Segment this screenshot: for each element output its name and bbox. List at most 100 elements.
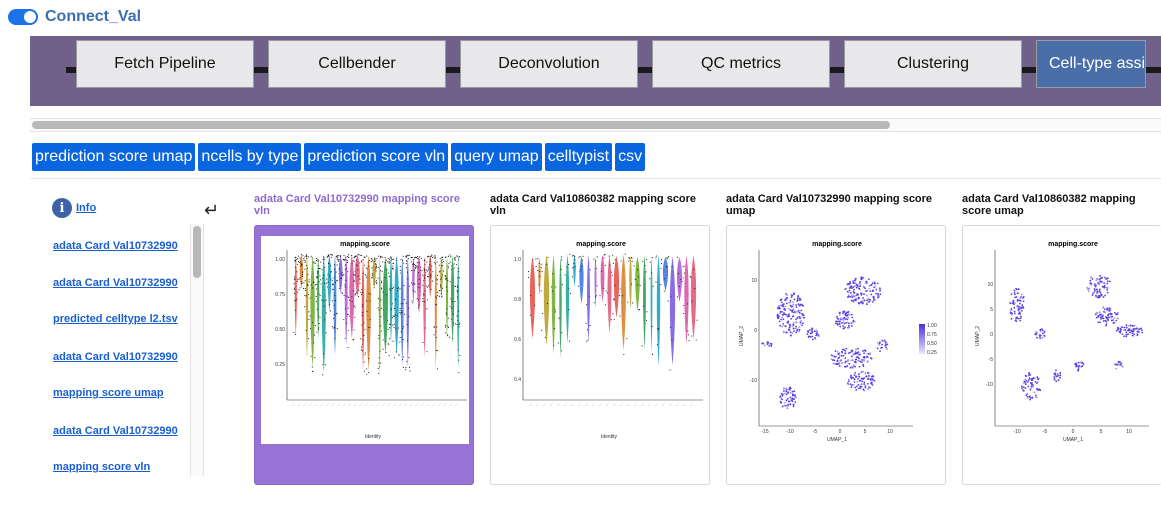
step-cell-type-assignment[interactable]: Cell-type assi <box>1036 40 1146 88</box>
sidebar-link[interactable]: mapping score vln <box>53 461 151 473</box>
sidebar-link[interactable]: adata Card Val10732990 <box>53 425 178 437</box>
sidebar-scrollbar[interactable] <box>190 224 204 476</box>
jitter-point <box>681 281 683 283</box>
step-qc-metrics[interactable]: QC metrics <box>652 40 830 88</box>
umap-point <box>769 342 772 345</box>
scrollbar-thumb[interactable] <box>32 121 890 129</box>
umap-point <box>1096 277 1098 280</box>
umap-point <box>790 399 793 402</box>
jitter-point <box>382 291 384 293</box>
jitter-point <box>359 278 361 280</box>
jitter-point <box>344 284 346 286</box>
umap-point <box>785 399 788 402</box>
jitter-point <box>297 260 299 262</box>
sidebar-link[interactable]: adata Card Val10732990 <box>53 351 178 363</box>
jitter-point <box>422 298 424 300</box>
step-clustering[interactable]: Clustering <box>844 40 1022 88</box>
step-deconvolution[interactable]: Deconvolution <box>460 40 638 88</box>
jitter-point <box>366 368 368 370</box>
tab-ncells-by-type[interactable]: ncells by type <box>198 143 302 171</box>
jitter-point <box>294 300 296 302</box>
jitter-point <box>387 328 389 331</box>
jitter-point <box>398 287 400 289</box>
tab-prediction-score-vln[interactable]: prediction score vln <box>304 143 449 171</box>
step-cellbender[interactable]: Cellbender <box>268 40 446 88</box>
plot-card[interactable]: mapping.score 1.00 0.75 0.50 0.25 ···· ··… <box>254 225 474 485</box>
jitter-point <box>405 256 407 258</box>
jitter-point <box>302 255 304 257</box>
horizontal-scrollbar[interactable] <box>30 118 1161 132</box>
tab-celltypist[interactable]: celltypist <box>544 143 613 171</box>
jitter-point <box>338 254 340 257</box>
tab-csv[interactable]: csv <box>615 143 646 171</box>
umap-point <box>792 403 795 406</box>
jitter-point <box>417 307 419 309</box>
jitter-point <box>345 267 348 269</box>
violin-mark <box>621 254 626 351</box>
return-arrow-icon[interactable]: ↵ <box>204 200 220 220</box>
jitter-point <box>380 287 383 289</box>
jitter-point <box>408 366 411 369</box>
jitter-point <box>408 254 410 256</box>
umap-point <box>1113 317 1116 320</box>
jitter-point <box>344 256 346 258</box>
info-link[interactable]: Info <box>76 202 97 214</box>
jitter-point <box>655 255 657 257</box>
umap-point <box>845 318 847 320</box>
violin-mark <box>613 255 620 318</box>
x-tick-label: ···· <box>419 402 425 408</box>
umap-point <box>1105 320 1108 323</box>
x-tick: -10 <box>1013 429 1020 435</box>
jitter-point <box>346 260 348 262</box>
step-fetch-pipeline[interactable]: Fetch Pipeline <box>76 40 254 88</box>
jitter-point <box>429 264 431 266</box>
violin-mark <box>317 257 320 339</box>
jitter-point <box>429 261 431 263</box>
jitter-point <box>452 324 454 326</box>
sidebar-link[interactable]: predicted celltype l2.tsv <box>53 313 178 325</box>
plot-card[interactable]: mapping.score 1.0 0.8 0.6 0.4 ···· ···· ··… <box>490 225 710 485</box>
x-tick-label: ···· <box>576 402 582 408</box>
umap-point <box>1089 282 1092 285</box>
sidebar-link[interactable]: adata Card Val10732990 <box>53 240 178 252</box>
umap-point <box>856 378 859 380</box>
jitter-point <box>422 342 424 344</box>
umap-point <box>1129 324 1132 327</box>
jitter-point <box>414 256 416 258</box>
jitter-point <box>444 324 447 326</box>
tab-prediction-score-umap[interactable]: prediction score umap <box>32 143 196 171</box>
umap-point <box>852 319 855 322</box>
umap-point <box>779 311 782 313</box>
jitter-point <box>558 317 560 319</box>
info-icon[interactable]: i <box>52 198 72 218</box>
jitter-point <box>604 254 606 256</box>
scrollbar-thumb[interactable] <box>193 226 201 278</box>
jitter-point <box>308 279 310 281</box>
umap-point <box>1139 327 1142 330</box>
jitter-point <box>407 307 409 309</box>
toggle-switch[interactable] <box>8 9 38 25</box>
jitter-point <box>636 284 638 286</box>
jitter-point <box>599 295 601 297</box>
jitter-point <box>541 270 543 272</box>
jitter-point <box>452 313 455 315</box>
sidebar-link[interactable]: adata Card Val10732990 <box>53 277 178 289</box>
umap-point <box>1016 292 1019 295</box>
jitter-point <box>431 265 433 267</box>
tab-query-umap[interactable]: query umap <box>451 143 542 171</box>
jitter-point <box>388 327 391 329</box>
umap-point <box>1059 371 1062 374</box>
umap-point <box>1034 331 1037 334</box>
info-row[interactable]: i Info <box>52 198 96 218</box>
sidebar-link[interactable]: mapping score umap <box>53 387 164 399</box>
y-tick: 1.00 <box>275 257 285 263</box>
jitter-point <box>294 278 296 281</box>
jitter-point <box>605 290 607 292</box>
plot-card[interactable]: mapping.score 10 0 -10 -15 -10 -5 0 5 10… <box>726 225 946 485</box>
jitter-point <box>416 298 418 300</box>
plot-card[interactable]: mapping.score 10 5 0 -5 -10 -10 -5 0 5 1… <box>962 225 1161 485</box>
umap-point <box>1013 310 1016 313</box>
x-tick-label: ···· <box>611 402 617 408</box>
umap-point <box>783 307 786 310</box>
jitter-point <box>417 299 419 301</box>
